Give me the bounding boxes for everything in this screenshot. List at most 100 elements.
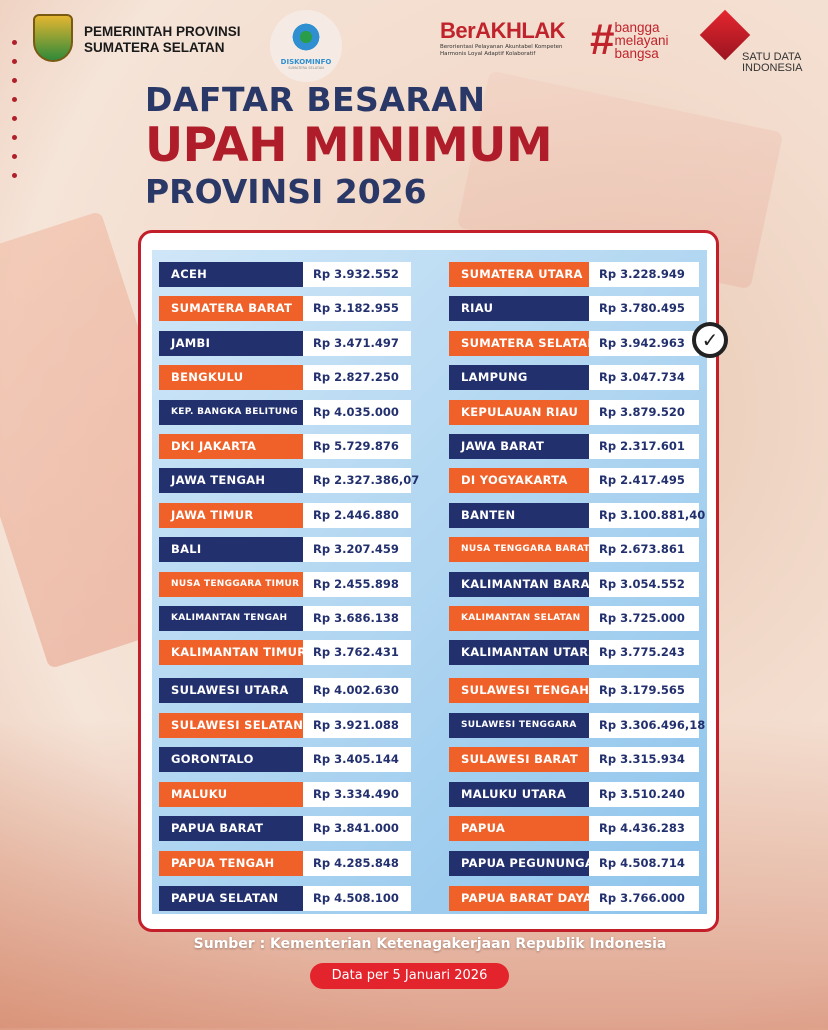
province-label: SULAWESI TENGAH — [449, 678, 589, 703]
table-row: SUMATERA BARAT Rp 3.182.955 — [159, 296, 411, 322]
table-row: SULAWESI BARAT Rp 3.315.934 — [449, 747, 699, 773]
province-label: PAPUA SELATAN — [159, 885, 303, 911]
wage-value: Rp 3.047.734 — [589, 365, 699, 391]
province-label: ACEH — [159, 262, 303, 287]
melayani-word: melayani — [614, 32, 669, 48]
table-row: SUMATERA UTARA Rp 3.228.949 — [449, 262, 699, 287]
wage-value: Rp 3.179.565 — [589, 678, 699, 703]
org-line1: PEMERINTAH PROVINSI — [84, 24, 241, 39]
table-row: PAPUA BARAT DAYA Rp 3.766.000 — [449, 885, 699, 911]
wage-value: Rp 4.285.848 — [303, 851, 411, 876]
table-row: JAWA BARAT Rp 2.317.601 — [449, 434, 699, 459]
table-row: DI YOGYAKARTA Rp 2.417.495 — [449, 468, 699, 494]
decorative-dots — [12, 40, 36, 192]
wage-value: Rp 2.673.861 — [589, 537, 699, 563]
province-label: BANTEN — [449, 502, 589, 528]
wage-value: Rp 5.729.876 — [303, 434, 411, 459]
province-label: LAMPUNG — [449, 365, 589, 391]
wage-value: Rp 3.932.552 — [303, 262, 411, 287]
table-row: BENGKULU Rp 2.827.250 — [159, 365, 411, 391]
province-label: PAPUA BARAT DAYA — [449, 885, 589, 911]
title-line2: UPAH MINIMUM — [145, 118, 553, 173]
table-row: KALIMANTAN UTARA Rp 3.775.243 — [449, 640, 699, 666]
wage-value: Rp 4.508.714 — [589, 851, 699, 876]
berakhlak-text: BerAKHLAK — [440, 18, 566, 43]
table-row: JAMBI Rp 3.471.497 — [159, 330, 411, 356]
wage-value: Rp 2.827.250 — [303, 365, 411, 391]
province-label: KALIMANTAN UTARA — [449, 640, 589, 666]
wage-value: Rp 4.035.000 — [303, 399, 411, 425]
date-badge: Data per 5 Januari 2026 — [310, 963, 509, 989]
province-label: JAMBI — [159, 330, 303, 356]
province-label: SULAWESI SELATAN — [159, 712, 303, 738]
wage-value: Rp 3.054.552 — [589, 571, 699, 597]
wage-value: Rp 3.762.431 — [303, 640, 411, 666]
province-label: SUMATERA BARAT — [159, 296, 303, 322]
province-label: RIAU — [449, 296, 589, 322]
province-label: KALIMANTAN BARAT — [449, 571, 589, 597]
province-label: PAPUA — [449, 816, 589, 842]
page-title: DAFTAR BESARAN UPAH MINIMUM PROVINSI 202… — [145, 80, 553, 212]
province-label: DKI JAKARTA — [159, 434, 303, 459]
table-row: BANTEN Rp 3.100.881,40 — [449, 502, 705, 528]
province-label: SULAWESI BARAT — [449, 747, 589, 773]
title-line3: PROVINSI 2026 — [145, 172, 427, 211]
wage-value: Rp 3.510.240 — [589, 781, 699, 807]
province-label: BENGKULU — [159, 365, 303, 391]
hashtag-icon: # — [590, 15, 615, 64]
province-label: JAWA TIMUR — [159, 502, 303, 528]
table-row: PAPUA TENGAH Rp 4.285.848 — [159, 851, 411, 876]
org-name: PEMERINTAH PROVINSI SUMATERA SELATAN — [84, 24, 241, 56]
table-row: DKI JAKARTA Rp 5.729.876 — [159, 434, 411, 459]
bangga-melayani-logo: # bangga melayani bangsa — [590, 15, 669, 64]
table-row: SUMATERA SELATAN Rp 3.942.963 — [449, 330, 699, 356]
table-row: LAMPUNG Rp 3.047.734 — [449, 365, 699, 391]
province-label: NUSA TENGGARA BARAT — [449, 537, 589, 563]
table-row: MALUKU Rp 3.334.490 — [159, 781, 411, 807]
table-row: NUSA TENGGARA BARAT Rp 2.673.861 — [449, 537, 699, 563]
table-row: RIAU Rp 3.780.495 — [449, 296, 699, 322]
table-row: KEP. BANGKA BELITUNG Rp 4.035.000 — [159, 399, 411, 425]
province-label: BALI — [159, 537, 303, 563]
wage-value: Rp 2.327.386,07 — [303, 468, 419, 494]
province-label: MALUKU UTARA — [449, 781, 589, 807]
header-logos: PEMERINTAH PROVINSI SUMATERA SELATAN DIS… — [0, 9, 828, 82]
table-row: NUSA TENGGARA TIMUR Rp 2.455.898 — [159, 571, 411, 597]
province-label: GORONTALO — [159, 747, 303, 773]
wage-value: Rp 3.471.497 — [303, 330, 411, 356]
province-label: SULAWESI TENGGARA — [449, 712, 589, 738]
table-row: MALUKU UTARA Rp 3.510.240 — [449, 781, 699, 807]
wage-value: Rp 3.405.144 — [303, 747, 411, 773]
province-label: SULAWESI UTARA — [159, 678, 303, 703]
wage-value: Rp 3.775.243 — [589, 640, 699, 666]
table-row: GORONTALO Rp 3.405.144 — [159, 747, 411, 773]
wage-table: ACEH Rp 3.932.552 SUMATERA BARAT Rp 3.182.9… — [152, 250, 707, 914]
province-label: MALUKU — [159, 781, 303, 807]
table-row: ACEH Rp 3.932.552 — [159, 262, 411, 287]
wage-value: Rp 4.002.630 — [303, 678, 411, 703]
berakhlak-sub: Berorientasi Pelayanan Akuntabel Kompete… — [440, 44, 563, 57]
check-icon: ✓ — [692, 322, 728, 358]
province-label: PAPUA PEGUNUNGAN — [449, 851, 589, 876]
wage-value: Rp 2.446.880 — [303, 502, 411, 528]
table-row: KEPULAUAN RIAU Rp 3.879.520 — [449, 399, 699, 425]
province-label: PAPUA BARAT — [159, 816, 303, 842]
wage-value: Rp 3.780.495 — [589, 296, 699, 322]
wage-value: Rp 3.766.000 — [589, 885, 699, 911]
province-label: KALIMANTAN SELATAN — [449, 606, 589, 631]
province-label: SUMATERA SELATAN — [449, 330, 589, 356]
table-row: SULAWESI UTARA Rp 4.002.630 — [159, 678, 411, 703]
satu-data-text: SATU DATA INDONESIA — [742, 51, 803, 74]
diskominfo-logo: DISKOMINFO SUMATERA SELATAN — [270, 10, 342, 82]
province-label: KALIMANTAN TIMUR — [159, 640, 303, 666]
wage-value: Rp 4.436.283 — [589, 816, 699, 842]
wage-table-card: ACEH Rp 3.932.552 SUMATERA BARAT Rp 3.182.9… — [138, 230, 719, 932]
diskominfo-icon — [289, 20, 323, 54]
table-row: KALIMANTAN TENGAH Rp 3.686.138 — [159, 606, 411, 631]
diskominfo-sub: SUMATERA SELATAN — [288, 66, 324, 70]
org-line2: SUMATERA SELATAN — [84, 40, 225, 55]
province-label: KALIMANTAN TENGAH — [159, 606, 303, 631]
berakhlak-logo: BerAKHLAK Berorientasi Pelayanan Akuntab… — [440, 18, 580, 58]
wage-value: Rp 2.455.898 — [303, 571, 411, 597]
wage-value: Rp 3.725.000 — [589, 606, 699, 631]
